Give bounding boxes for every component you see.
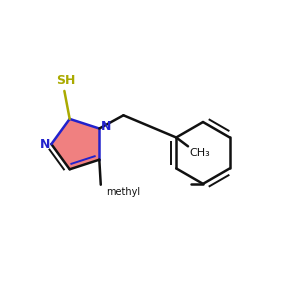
Text: SH: SH — [56, 74, 76, 86]
Text: N: N — [101, 120, 111, 133]
Polygon shape — [51, 119, 99, 169]
Text: CH₃: CH₃ — [190, 148, 210, 158]
Text: N: N — [40, 138, 50, 151]
Text: methyl: methyl — [106, 187, 140, 197]
